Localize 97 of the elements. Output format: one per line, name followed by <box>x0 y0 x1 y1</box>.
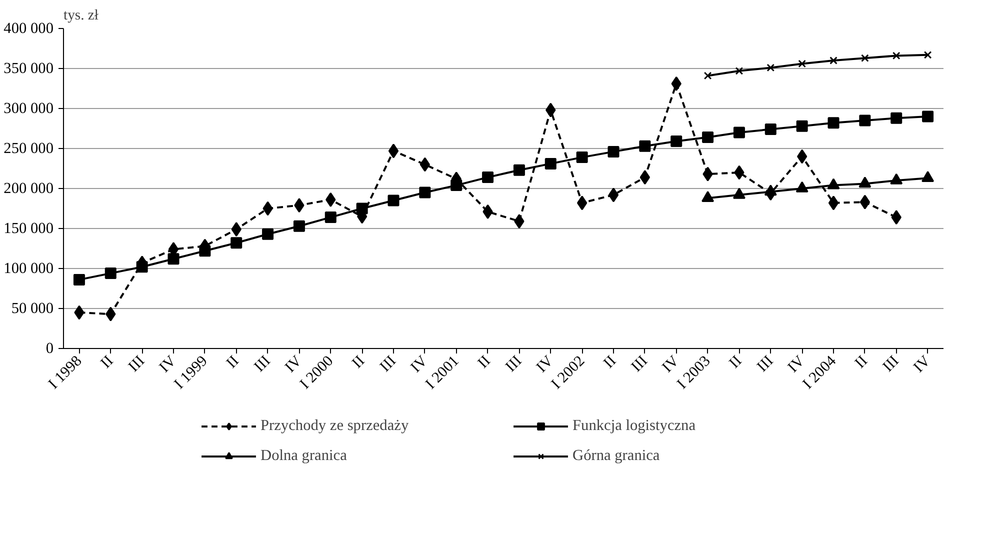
point <box>890 112 902 124</box>
x-tick-label: II <box>600 352 620 372</box>
x-tick-label: IV <box>533 352 557 376</box>
x-tick-label: IV <box>156 352 180 376</box>
y-tick-label: 50 000 <box>11 300 54 317</box>
point <box>608 188 619 202</box>
x-tick-label: II <box>348 352 368 372</box>
y-tick-label: 400 000 <box>4 20 54 37</box>
point <box>860 54 869 62</box>
point <box>450 180 462 192</box>
point <box>231 222 242 237</box>
x-tick-label: II <box>97 352 117 372</box>
x-tick-label: III <box>502 352 526 376</box>
y-tick-label: 0 <box>46 340 54 357</box>
point <box>482 172 494 184</box>
point <box>702 191 714 202</box>
point <box>514 214 524 229</box>
point <box>73 274 85 286</box>
point <box>704 72 712 80</box>
point <box>735 66 744 75</box>
point <box>891 210 902 225</box>
point <box>388 194 400 206</box>
point <box>764 184 777 196</box>
point <box>640 170 650 185</box>
y-tick-label: 100 000 <box>4 260 54 277</box>
x-tick-label: III <box>754 352 777 376</box>
point <box>671 76 682 91</box>
point <box>199 245 211 257</box>
point <box>670 136 682 148</box>
x-tick-label: II <box>223 352 242 372</box>
point <box>513 164 525 176</box>
point <box>576 196 588 210</box>
x-tick-label: III <box>376 352 400 376</box>
point <box>482 204 493 219</box>
point <box>702 132 714 144</box>
point <box>922 171 934 182</box>
x-tick-label: IV <box>784 352 808 376</box>
x-tick-label: III <box>628 352 651 376</box>
point <box>546 102 556 118</box>
point <box>859 114 871 126</box>
point <box>764 124 776 136</box>
point <box>544 158 556 170</box>
point <box>420 157 430 172</box>
y-axis-title: tys. zł <box>64 8 99 24</box>
point <box>136 261 148 273</box>
point <box>702 166 713 182</box>
point <box>326 192 336 207</box>
point <box>828 196 839 210</box>
point <box>860 194 870 210</box>
y-tick-label: 250 000 <box>4 140 54 157</box>
point <box>262 201 273 216</box>
point <box>168 253 180 265</box>
point <box>733 126 745 138</box>
legend-label: Funkcja logistyczna <box>572 417 697 435</box>
point <box>766 64 775 72</box>
point <box>830 56 838 64</box>
point <box>827 178 840 190</box>
legend-label: Przychody ze sprzedaży <box>260 417 410 435</box>
x-tick-label: II <box>726 352 746 372</box>
point <box>796 120 808 132</box>
point <box>104 268 116 280</box>
point <box>106 306 116 322</box>
x-tick-label: II <box>852 352 871 372</box>
point <box>294 198 304 213</box>
point <box>293 220 305 232</box>
point <box>608 146 620 158</box>
point <box>828 117 840 129</box>
point <box>858 176 872 188</box>
point <box>734 165 744 180</box>
x-tick-label: II <box>474 352 494 372</box>
x-tick-label: III <box>880 352 902 376</box>
point <box>796 149 808 164</box>
x-tick-label: IV <box>658 352 682 376</box>
point <box>922 110 934 122</box>
point <box>262 228 274 240</box>
point <box>576 152 588 164</box>
y-tick-label: 350 000 <box>4 60 54 77</box>
point <box>356 202 368 214</box>
point <box>230 237 242 249</box>
point <box>419 186 431 198</box>
point <box>892 52 900 60</box>
y-tick-label: 150 000 <box>4 220 54 237</box>
point <box>798 60 806 68</box>
point <box>388 144 399 158</box>
x-tick-label: IV <box>282 352 306 376</box>
point <box>639 140 651 152</box>
x-tick-label: IV <box>407 352 431 376</box>
legend-label: Dolna granica <box>260 447 348 465</box>
point <box>324 212 336 224</box>
x-tick-label: III <box>125 352 148 376</box>
x-tick-label: III <box>250 352 274 376</box>
legend-label: Górna granica <box>572 447 661 465</box>
point <box>74 305 84 320</box>
point <box>924 50 932 59</box>
y-tick-label: 300 000 <box>4 100 54 117</box>
y-tick-label: 200 000 <box>4 180 54 197</box>
x-tick-label: IV <box>910 352 934 376</box>
